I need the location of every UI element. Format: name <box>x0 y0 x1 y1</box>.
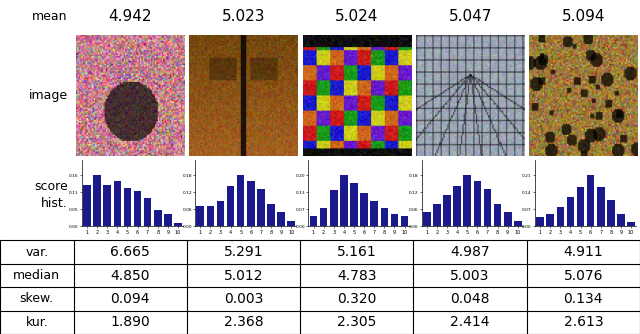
Bar <box>566 197 574 226</box>
Text: 6.665: 6.665 <box>110 245 150 259</box>
Bar <box>587 175 595 226</box>
Bar <box>340 175 348 226</box>
Bar <box>484 189 492 226</box>
Text: 5.012: 5.012 <box>224 269 263 283</box>
Text: 0.094: 0.094 <box>111 292 150 306</box>
Text: 0.320: 0.320 <box>337 292 376 306</box>
Bar <box>617 214 625 226</box>
Text: score
hist.: score hist. <box>34 180 68 209</box>
Text: var.: var. <box>25 246 49 259</box>
Text: 2.305: 2.305 <box>337 315 376 329</box>
Bar <box>257 189 265 226</box>
Text: 5.291: 5.291 <box>224 245 263 259</box>
Bar <box>310 216 317 226</box>
Text: image: image <box>29 89 68 102</box>
Bar <box>124 188 131 226</box>
Bar <box>433 204 441 226</box>
Text: 4.911: 4.911 <box>563 245 604 259</box>
Text: 4.850: 4.850 <box>111 269 150 283</box>
Bar <box>577 187 584 226</box>
Bar <box>494 204 501 226</box>
Bar <box>371 201 378 226</box>
Text: 5.094: 5.094 <box>562 9 605 24</box>
Text: 0.003: 0.003 <box>224 292 263 306</box>
Text: 4.783: 4.783 <box>337 269 376 283</box>
Bar <box>360 193 368 226</box>
Bar <box>144 197 152 226</box>
Bar <box>174 223 182 226</box>
Text: median: median <box>13 269 60 282</box>
Bar <box>444 195 451 226</box>
Text: 4.942: 4.942 <box>109 9 152 24</box>
Bar <box>196 206 204 226</box>
Text: 0.048: 0.048 <box>451 292 490 306</box>
Text: 4.987: 4.987 <box>451 245 490 259</box>
Bar <box>474 181 481 226</box>
Text: 5.161: 5.161 <box>337 245 377 259</box>
Bar <box>627 221 635 226</box>
Bar <box>401 216 408 226</box>
Bar <box>547 214 554 226</box>
Text: mean: mean <box>32 10 68 23</box>
Bar <box>597 187 605 226</box>
Bar <box>320 208 328 226</box>
Text: 0.134: 0.134 <box>564 292 603 306</box>
Text: 5.047: 5.047 <box>449 9 492 24</box>
Text: 5.023: 5.023 <box>222 9 265 24</box>
Bar <box>113 181 121 226</box>
Bar <box>504 212 511 226</box>
Bar <box>607 199 614 226</box>
Bar <box>390 214 398 226</box>
Bar <box>277 212 285 226</box>
Bar <box>227 186 234 226</box>
Text: 2.368: 2.368 <box>224 315 263 329</box>
Bar <box>453 186 461 226</box>
Bar <box>237 175 244 226</box>
Text: 2.613: 2.613 <box>564 315 603 329</box>
Bar <box>536 217 544 226</box>
Bar <box>134 191 141 226</box>
Bar <box>350 183 358 226</box>
Bar <box>557 207 564 226</box>
Bar <box>287 221 295 226</box>
Bar <box>104 185 111 226</box>
Text: kur.: kur. <box>26 316 48 329</box>
Bar <box>423 212 431 226</box>
Bar <box>164 214 172 226</box>
Bar <box>93 175 101 226</box>
Bar <box>247 181 255 226</box>
Text: 1.890: 1.890 <box>110 315 150 329</box>
Bar <box>154 210 161 226</box>
Text: 5.003: 5.003 <box>451 269 490 283</box>
Bar <box>330 190 337 226</box>
Bar <box>83 185 91 226</box>
Text: 2.414: 2.414 <box>451 315 490 329</box>
Bar <box>463 175 471 226</box>
Text: 5.024: 5.024 <box>335 9 378 24</box>
Bar <box>381 208 388 226</box>
Text: 5.076: 5.076 <box>564 269 603 283</box>
Bar <box>217 201 224 226</box>
Text: skew.: skew. <box>20 293 54 305</box>
Bar <box>207 206 214 226</box>
Bar <box>514 221 522 226</box>
Bar <box>268 204 275 226</box>
